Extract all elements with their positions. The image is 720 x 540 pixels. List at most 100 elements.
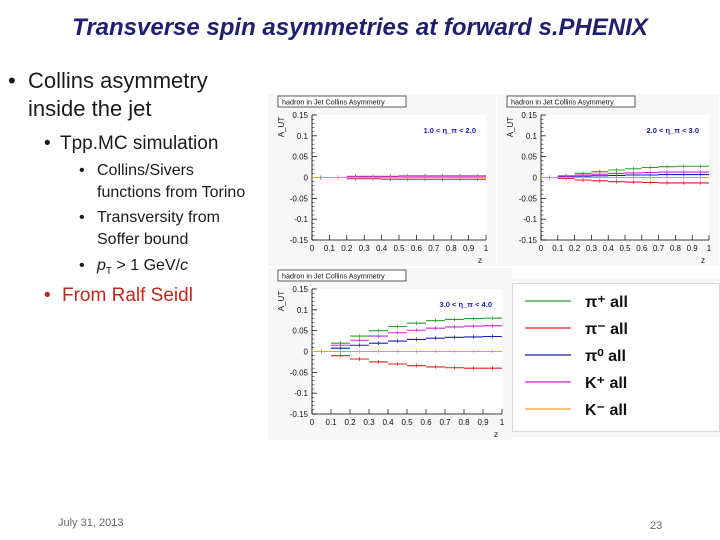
bullet-sivers-line1: Collins/Sivers bbox=[97, 162, 194, 179]
bullet-from-ralf-seidl: From Ralf Seidl bbox=[62, 285, 193, 306]
series-1 bbox=[541, 175, 709, 185]
series-4 bbox=[541, 175, 709, 180]
chart-title: hadron in Jet Collins Asymmetry bbox=[282, 98, 385, 107]
legend-entry: π⁺ all bbox=[525, 294, 628, 311]
legend-entry: π⁰ all bbox=[525, 348, 626, 365]
y-tick-label: 0.05 bbox=[292, 153, 308, 162]
bullet-collins-line1: Collins asymmetry bbox=[28, 68, 208, 93]
x-tick-label: 0.1 bbox=[324, 244, 336, 253]
x-axis-label: z bbox=[701, 256, 705, 265]
y-tick-label: -0.05 bbox=[290, 194, 309, 203]
x-tick-label: 0.7 bbox=[428, 244, 440, 253]
y-tick-label: 0.1 bbox=[297, 306, 309, 315]
legend-label: π⁰ all bbox=[585, 348, 626, 365]
x-tick-label: 0.5 bbox=[393, 244, 405, 253]
slide-title: Transverse spin asymmetries at forward s… bbox=[72, 14, 648, 41]
y-tick-label: 0 bbox=[533, 174, 538, 183]
x-axis-label: z bbox=[494, 430, 498, 439]
y-tick-label: -0.15 bbox=[290, 236, 309, 245]
x-tick-label: 0.4 bbox=[603, 244, 615, 253]
series-4 bbox=[312, 349, 502, 354]
chart-title-box bbox=[277, 269, 407, 282]
x-tick-label: 0.2 bbox=[569, 244, 581, 253]
legend-label: K⁻ all bbox=[585, 402, 627, 419]
chart-panel-3: hadron in Jet Collins Asymmetry -0.15 -0.1… bbox=[268, 268, 512, 440]
x-tick-label: 0.9 bbox=[687, 244, 699, 253]
y-tick-label: 0.1 bbox=[526, 132, 538, 141]
x-tick-label: 0.6 bbox=[411, 244, 423, 253]
chart-title-box bbox=[277, 95, 407, 108]
legend-entry: K⁻ all bbox=[525, 402, 627, 419]
x-tick-label: 0.1 bbox=[552, 244, 564, 253]
chart-panel-1: hadron in Jet Collins Asymmetry -0.15 -0.1… bbox=[268, 94, 496, 266]
y-axis-label: A_UT bbox=[277, 117, 286, 138]
y-tick-label: -0.15 bbox=[519, 236, 538, 245]
bullet-dot: • bbox=[8, 68, 16, 93]
x-tick-label: 0.2 bbox=[341, 244, 353, 253]
bullet-collins-line2: inside the jet bbox=[28, 96, 152, 121]
chart-title: hadron in Jet Collins Asymmetry bbox=[511, 98, 614, 107]
chart-legend: π⁺ all π⁻ all π⁰ all K⁺ all K⁻ all bbox=[512, 283, 720, 432]
y-tick-label: 0.15 bbox=[521, 111, 537, 120]
x-tick-label: 0 bbox=[310, 418, 315, 427]
x-tick-label: 0.2 bbox=[344, 418, 356, 427]
y-tick-label: 0.15 bbox=[292, 111, 308, 120]
x-axis-label: z bbox=[478, 256, 482, 265]
x-tick-label: 0.6 bbox=[636, 244, 648, 253]
page-number: 23 bbox=[650, 520, 663, 532]
x-tick-label: 0.9 bbox=[477, 418, 489, 427]
y-tick-label: -0.05 bbox=[519, 194, 538, 203]
y-axis-label: A_UT bbox=[506, 117, 515, 138]
x-tick-label: 0.8 bbox=[458, 418, 470, 427]
bullet-dot: • bbox=[79, 162, 85, 179]
y-axis-label: A_UT bbox=[277, 291, 286, 312]
bullet-dot: • bbox=[44, 133, 51, 154]
y-tick-label: 0 bbox=[304, 174, 309, 183]
legend-label: π⁻ all bbox=[585, 321, 628, 338]
bullet-sivers-line2: functions from Torino bbox=[97, 184, 246, 201]
y-tick-label: 0.05 bbox=[292, 327, 308, 336]
x-tick-label: 1 bbox=[707, 244, 712, 253]
x-tick-label: 0.4 bbox=[382, 418, 394, 427]
chart-panel-2: hadron in Jet Collins Asymmetry -0.15 -0.1… bbox=[497, 94, 719, 266]
legend-entry: π⁻ all bbox=[525, 321, 628, 338]
y-tick-label: -0.1 bbox=[294, 215, 308, 224]
y-tick-label: -0.05 bbox=[290, 368, 309, 377]
series-4 bbox=[312, 175, 486, 180]
legend-entry: K⁺ all bbox=[525, 375, 627, 392]
y-tick-label: -0.15 bbox=[290, 410, 309, 419]
chart-title-box bbox=[506, 95, 636, 108]
x-tick-label: 0.5 bbox=[619, 244, 631, 253]
legend-label: K⁺ all bbox=[585, 375, 627, 392]
x-tick-label: 0.3 bbox=[359, 244, 371, 253]
y-tick-label: 0.15 bbox=[292, 285, 308, 294]
chart-title: hadron in Jet Collins Asymmetry bbox=[282, 272, 385, 281]
bullet-dot: • bbox=[44, 285, 51, 306]
x-tick-label: 1 bbox=[500, 418, 505, 427]
x-tick-label: 0.4 bbox=[376, 244, 388, 253]
eta-range-label: 2.0 < η_π < 3.0 bbox=[647, 126, 699, 135]
y-tick-label: -0.1 bbox=[294, 389, 308, 398]
x-tick-label: 0.1 bbox=[325, 418, 337, 427]
bullet-dot: • bbox=[79, 209, 85, 226]
bullet-transversity-line2: Soffer bound bbox=[97, 231, 189, 248]
x-tick-label: 0.8 bbox=[670, 244, 682, 253]
x-tick-label: 0 bbox=[539, 244, 544, 253]
eta-range-label: 3.0 < η_π < 4.0 bbox=[440, 300, 492, 309]
y-tick-label: -0.1 bbox=[523, 215, 537, 224]
footer-date: July 31, 2013 bbox=[58, 517, 124, 529]
x-tick-label: 0.8 bbox=[446, 244, 458, 253]
x-tick-label: 0.5 bbox=[401, 418, 413, 427]
y-tick-label: 0.1 bbox=[297, 132, 309, 141]
bullet-tppmc: Tpp.MC simulation bbox=[60, 133, 219, 154]
x-tick-label: 0.6 bbox=[420, 418, 432, 427]
x-tick-label: 0.3 bbox=[363, 418, 375, 427]
x-tick-label: 0.7 bbox=[439, 418, 451, 427]
x-tick-label: 1 bbox=[484, 244, 489, 253]
eta-range-label: 1.0 < η_π < 2.0 bbox=[424, 126, 476, 135]
x-tick-label: 0.7 bbox=[653, 244, 665, 253]
bullet-dot: • bbox=[79, 257, 85, 274]
x-tick-label: 0 bbox=[310, 244, 315, 253]
y-tick-label: 0.05 bbox=[521, 153, 537, 162]
